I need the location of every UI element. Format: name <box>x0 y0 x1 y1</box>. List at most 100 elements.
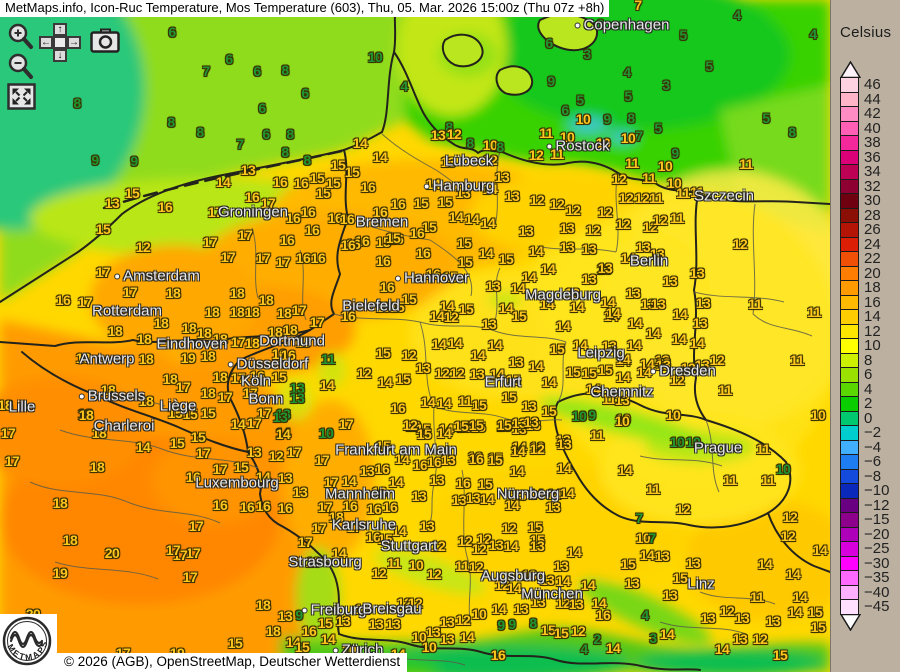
fullscreen-button[interactable] <box>7 83 36 115</box>
temp-value: 13 <box>513 601 529 617</box>
legend-label: −40 <box>864 583 890 601</box>
internal-borders <box>29 133 813 666</box>
weather-map[interactable]: 6 7 6 6 8 6 8 6 8 8 6 8 7 8 9 9 8 10 4 8 7 6 6 3 4 5 4 4 9 3 5 5 5 6 5 8 5 8 9… <box>0 0 830 672</box>
temp-value: 15 <box>415 421 431 437</box>
temp-value: 14 <box>319 377 335 393</box>
screenshot-button[interactable] <box>90 28 121 59</box>
temp-value: 16 <box>375 253 391 269</box>
temp-value: 14 <box>448 209 464 225</box>
temp-value: 18 <box>138 393 154 409</box>
temp-value: 20 <box>104 545 120 561</box>
legend-swatch <box>840 468 859 484</box>
temp-value: 13 <box>559 239 575 255</box>
legend-swatch <box>840 207 859 223</box>
temp-value: 15 <box>487 452 503 468</box>
city-label: Eindhoven <box>156 335 228 353</box>
pan-right-button[interactable]: → <box>67 36 81 49</box>
temp-value: 15 <box>477 476 493 492</box>
legend-label: 22 <box>864 250 881 267</box>
temp-value: 15 <box>501 389 517 405</box>
temp-value: 16 <box>339 211 355 227</box>
temp-value: 14 <box>215 174 231 190</box>
legend-label: −10 <box>864 482 890 499</box>
temp-value: 6 <box>262 126 270 142</box>
title-bar: MetMaps.info, Icon-Ruc Temperature, Mos … <box>0 0 610 17</box>
pan-down-button[interactable]: ↓ <box>53 49 67 62</box>
temp-value: 14 <box>585 381 601 397</box>
temp-value: 16 <box>412 457 428 473</box>
legend-entry: 12 <box>840 323 889 339</box>
temp-value: 13 <box>272 409 288 425</box>
temp-value: 15 <box>294 639 310 655</box>
temp-value: 7 <box>236 136 244 152</box>
temp-value: 13 <box>429 472 445 488</box>
temp-value: 10 <box>471 606 487 622</box>
zoom-in-button[interactable] <box>7 22 35 55</box>
city-marker <box>301 607 308 613</box>
temp-value: 14 <box>377 374 393 390</box>
temp-value: 12 <box>354 601 370 617</box>
temp-value: 15 <box>227 635 243 651</box>
temp-value: 11 <box>625 155 639 171</box>
temp-value: 14 <box>439 298 455 314</box>
temp-value: 13 <box>508 354 524 370</box>
temp-value: 14 <box>671 331 687 347</box>
temp-value: 11 <box>455 558 469 574</box>
temp-value: 17 <box>230 334 246 350</box>
temp-value: 16 <box>365 529 381 545</box>
temp-value: 13 <box>465 490 481 506</box>
legend-label: −25 <box>864 540 890 557</box>
temp-value: 11 <box>602 391 616 407</box>
zoom-out-button[interactable] <box>7 52 35 85</box>
temp-value: 16 <box>426 454 442 470</box>
legend-title: Celsius <box>840 24 892 41</box>
temp-value: 15 <box>487 450 503 466</box>
temp-value: 17 <box>4 453 20 469</box>
legend-arrow-up <box>840 61 861 78</box>
temp-value: 13 <box>277 608 293 624</box>
temp-value: 11 <box>670 210 684 226</box>
temp-value: 10 <box>775 461 791 477</box>
temp-value: 10 <box>559 129 575 145</box>
temp-value: 13 <box>523 414 539 430</box>
pan-up-button[interactable]: ↑ <box>53 23 67 36</box>
temp-value: 13 <box>359 463 375 479</box>
temp-value: 16 <box>185 469 201 485</box>
temp-value: 13 <box>521 398 537 414</box>
attribution[interactable]: © 2026 (AGB), OpenStreetMap, Deutscher W… <box>57 653 408 672</box>
temp-value: 12 <box>494 577 510 593</box>
temp-value: 15 <box>385 230 401 246</box>
temp-value: 13 <box>529 538 545 554</box>
city-label: Breisgau <box>362 600 422 618</box>
temp-value: 15 <box>325 175 341 191</box>
city-label: Magdeburg <box>525 286 601 304</box>
metmaps-logo[interactable]: METMAPS <box>0 614 57 672</box>
legend-swatch <box>840 77 859 93</box>
temp-value: 18 <box>78 407 94 423</box>
temp-value: 13 <box>277 470 293 486</box>
temp-value: 16 <box>340 237 356 253</box>
temp-value: 17 <box>77 294 93 310</box>
temp-value: 13 <box>240 162 256 178</box>
city-label: Stuttgart <box>380 537 438 555</box>
temp-value: 14 <box>436 395 452 411</box>
temp-value: 16 <box>379 279 395 295</box>
city-label: Prague <box>693 439 743 457</box>
temp-value: 18 <box>181 320 197 336</box>
city-marker <box>650 368 657 374</box>
temp-value: 14 <box>352 135 368 151</box>
city-label: Dortmund <box>259 332 325 350</box>
legend-swatch <box>840 251 859 267</box>
temp-value: 15 <box>389 299 405 315</box>
temp-value: 14 <box>605 305 621 321</box>
temp-value: 10 <box>657 158 673 174</box>
temp-value: 14 <box>603 308 619 324</box>
temp-value: 16 <box>327 210 343 226</box>
temp-value: 13 <box>559 220 575 236</box>
temp-value: 4 <box>641 607 649 623</box>
pan-left-button[interactable]: ← <box>39 36 53 49</box>
temp-value: 13 <box>104 195 120 211</box>
temp-value: 14 <box>480 215 496 231</box>
legend-swatch <box>840 541 859 557</box>
temp-value: 17 <box>185 545 201 561</box>
